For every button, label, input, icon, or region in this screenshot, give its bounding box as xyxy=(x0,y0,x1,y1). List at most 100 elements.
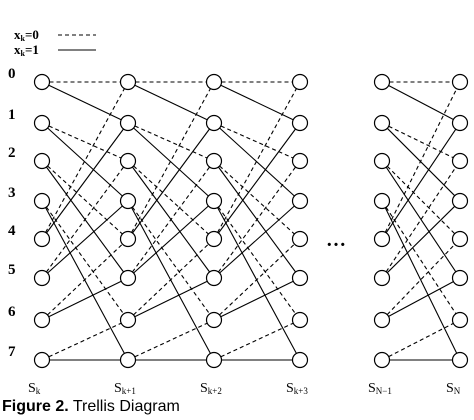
edge-input-0 xyxy=(45,88,125,233)
edge-input-1 xyxy=(386,127,456,197)
state-node xyxy=(373,152,391,170)
state-node xyxy=(119,269,137,287)
state-node xyxy=(205,192,223,210)
state-node xyxy=(33,73,51,91)
edge-input-0 xyxy=(134,322,208,358)
state-node xyxy=(205,351,223,369)
state-label: 2 xyxy=(8,145,16,161)
stage-labels: Sk Sk+1 Sk+2 Sk+3 SN−1 SN xyxy=(28,381,461,396)
state-label: 6 xyxy=(8,304,16,320)
state-label: 3 xyxy=(8,185,16,201)
stage-label: SN−1 xyxy=(368,381,392,396)
state-node xyxy=(291,192,309,210)
edge-input-1 xyxy=(46,128,124,234)
state-node xyxy=(451,152,469,170)
state-node xyxy=(291,73,309,91)
edge-input-0 xyxy=(220,322,294,358)
edge-input-1 xyxy=(133,127,209,197)
state-node xyxy=(373,192,391,210)
legend-label-one: xk=1 xyxy=(14,42,39,58)
state-node xyxy=(119,230,137,248)
state-node xyxy=(291,311,309,329)
state-label: 1 xyxy=(8,107,16,123)
edge-input-1 xyxy=(385,166,457,273)
state-node xyxy=(205,73,223,91)
state-node xyxy=(291,230,309,248)
edge-input-0 xyxy=(386,165,456,235)
edge-input-0 xyxy=(217,206,297,315)
state-node xyxy=(451,73,469,91)
edge-input-1 xyxy=(386,205,456,274)
edge-input-0 xyxy=(131,88,211,233)
edge-input-0 xyxy=(133,243,209,316)
state-node xyxy=(33,192,51,210)
edge-input-0 xyxy=(386,244,456,315)
state-node xyxy=(33,114,51,132)
edge-input-1 xyxy=(219,127,295,197)
state-node xyxy=(119,351,137,369)
stage-label: Sk+3 xyxy=(286,381,308,396)
edge-input-1 xyxy=(388,281,454,317)
edge-input-1 xyxy=(45,207,125,354)
state-node xyxy=(205,311,223,329)
state-node xyxy=(291,351,309,369)
edge-input-0 xyxy=(219,243,295,316)
edge-input-1 xyxy=(385,128,457,234)
edge-input-0 xyxy=(48,125,122,159)
state-node xyxy=(119,192,137,210)
state-node xyxy=(205,269,223,287)
stage-label: Sk xyxy=(28,381,41,396)
edge-input-1 xyxy=(220,280,294,318)
edge-input-1 xyxy=(48,84,122,121)
edge-input-0 xyxy=(217,166,297,273)
legend: xk=0 xk=1 xyxy=(14,27,96,58)
edge-input-0 xyxy=(131,166,211,273)
edge-input-0 xyxy=(384,88,458,233)
edge-input-1 xyxy=(217,207,297,354)
stage-label: SN xyxy=(446,381,461,396)
edge-input-1 xyxy=(134,84,208,121)
edge-input-0 xyxy=(131,206,211,315)
edge-input-0 xyxy=(388,322,454,358)
state-label: 0 xyxy=(8,66,16,82)
state-node xyxy=(33,269,51,287)
stage-label: Sk+2 xyxy=(200,381,222,396)
state-label: 7 xyxy=(8,344,16,360)
state-node xyxy=(119,73,137,91)
edge-input-1 xyxy=(47,127,123,197)
edge-input-0 xyxy=(388,125,454,159)
stage-label: Sk+1 xyxy=(114,381,136,396)
state-label: 5 xyxy=(8,262,16,278)
edge-input-0 xyxy=(134,125,208,159)
state-node xyxy=(119,114,137,132)
edge-input-1 xyxy=(48,280,122,318)
state-node xyxy=(373,269,391,287)
state-node xyxy=(373,311,391,329)
state-node xyxy=(119,152,137,170)
state-node xyxy=(205,152,223,170)
edge-input-1 xyxy=(384,207,458,354)
edge-input-0 xyxy=(133,165,209,235)
edge-input-0 xyxy=(219,165,295,235)
state-node xyxy=(33,311,51,329)
state-node xyxy=(451,192,469,210)
edge-input-1 xyxy=(132,128,210,234)
state-node xyxy=(373,230,391,248)
edge-input-0 xyxy=(45,166,125,273)
edge-input-1 xyxy=(133,205,209,274)
state-node xyxy=(119,311,137,329)
state-node xyxy=(33,230,51,248)
edge-input-0 xyxy=(48,322,122,358)
state-node xyxy=(205,230,223,248)
state-node xyxy=(451,114,469,132)
figure-number: Figure 2. xyxy=(2,398,69,415)
edge-input-1 xyxy=(47,205,123,274)
state-node xyxy=(451,230,469,248)
edge-input-0 xyxy=(220,125,294,159)
state-node xyxy=(291,269,309,287)
figure-title: Trellis Diagram xyxy=(72,398,180,415)
state-node xyxy=(373,114,391,132)
edges xyxy=(45,81,458,361)
state-node xyxy=(291,114,309,132)
